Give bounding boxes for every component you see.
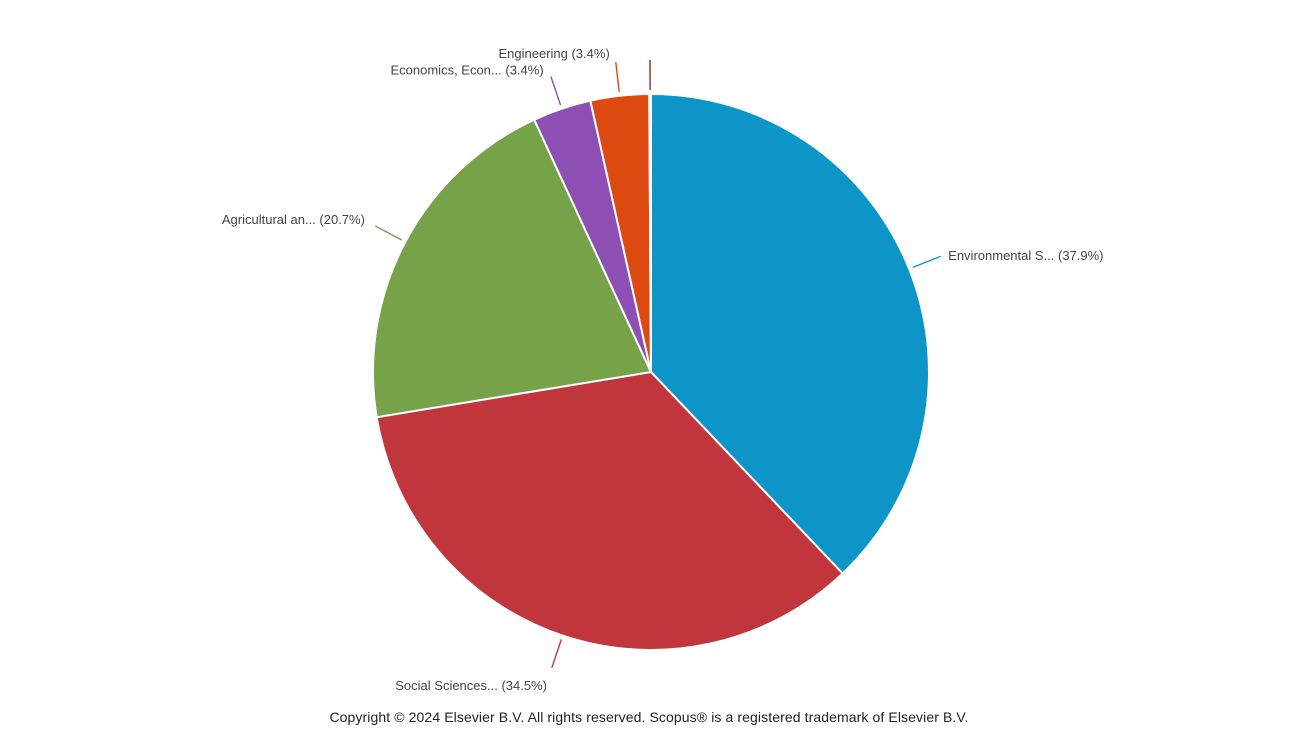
pie-slice-label: Environmental S... (37.9%)	[948, 248, 1103, 263]
pie-leader-line	[551, 639, 562, 669]
pie-leader-lines	[374, 59, 941, 669]
pie-slice-label: Economics, Econ... (3.4%)	[390, 63, 543, 78]
pie-slice[interactable]	[372, 118, 653, 419]
pie-slice-label: Social Sciences... (34.5%)	[395, 678, 547, 693]
copyright-notice: Copyright © 2024 Elsevier B.V. All right…	[329, 709, 969, 725]
pie-slice[interactable]	[650, 92, 930, 575]
pie-slices	[372, 92, 930, 651]
pie-slice[interactable]	[648, 92, 652, 373]
pie-slice-label: Agricultural an... (20.7%)	[222, 212, 365, 227]
pie-leader-line	[912, 255, 941, 269]
pie-leader-line	[550, 76, 562, 106]
pie-slice[interactable]	[375, 370, 844, 651]
pie-leader-line	[374, 225, 403, 241]
pie-chart-svg: Environmental S... (37.9%) Social Science…	[222, 46, 1104, 693]
pie-leader-line	[615, 61, 620, 92]
pie-labels: Environmental S... (37.9%) Social Science…	[222, 46, 1104, 693]
pie-slice-label: Engineering (3.4%)	[498, 46, 609, 61]
